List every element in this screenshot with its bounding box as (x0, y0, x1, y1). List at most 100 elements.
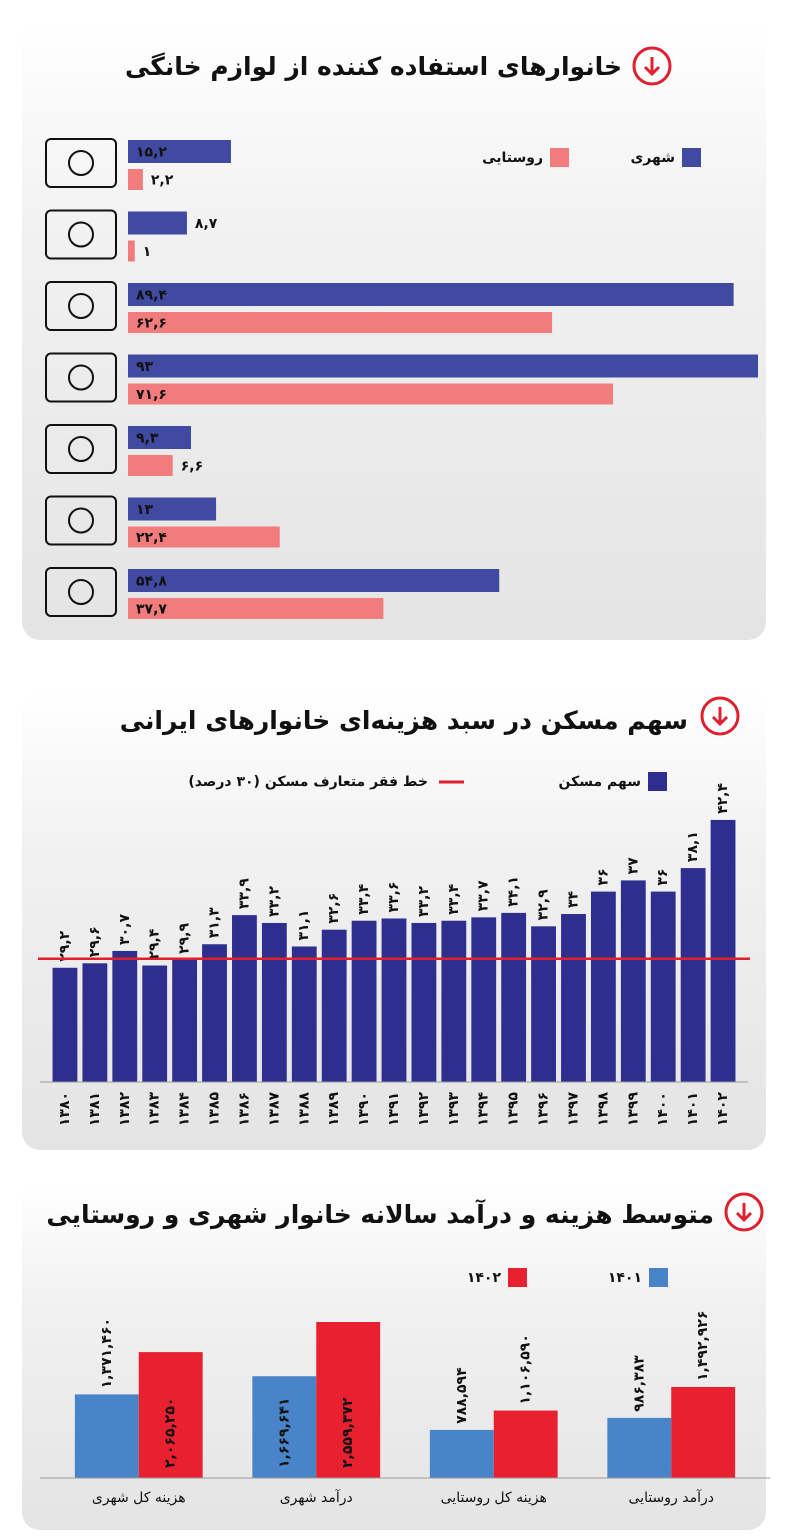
value-label: ۹۸۶,۳۸۳ (631, 1355, 647, 1412)
icon (68, 150, 94, 176)
icon (68, 221, 94, 248)
bar (128, 240, 135, 262)
bar (261, 922, 287, 1082)
bar (252, 1376, 317, 1478)
x-tick-label: هزینه کل روستایی (441, 1490, 547, 1506)
bar (128, 526, 280, 548)
title-icon (700, 696, 740, 736)
value-label: ۳۰,۷ (117, 914, 133, 945)
bar (74, 1394, 139, 1478)
value-label: ۱۵,۲ (136, 145, 167, 161)
value-label: ۳۸,۱ (685, 831, 701, 862)
value-label: ۶,۶ (181, 459, 203, 475)
value-label: ۳۲,۹ (536, 889, 552, 920)
x-tick-label: ۱۳۸۲ (117, 1092, 133, 1127)
value-label: ۱ (143, 244, 152, 260)
icon (45, 567, 117, 617)
bar (710, 819, 736, 1082)
value-label: ۲,۲ (151, 173, 174, 189)
bar (128, 211, 187, 235)
value-label: ۴۲,۴ (715, 783, 731, 814)
bar (172, 959, 198, 1082)
value-label: ۲۲,۴ (136, 530, 167, 546)
value-label: ۳۳,۹ (236, 878, 252, 909)
legend-swatch (648, 772, 667, 791)
x-tick-label: ۱۳۸۸ (296, 1092, 312, 1127)
bar (128, 383, 614, 405)
x-tick-label: ۱۳۹۰ (356, 1092, 372, 1126)
value-label: ۵۴,۸ (136, 574, 167, 590)
bar (128, 169, 143, 190)
bar (142, 965, 168, 1082)
bar (620, 880, 646, 1082)
chart-title: متوسط هزینه و درآمد سالانه خانوار شهری و… (46, 1199, 714, 1230)
icon (68, 364, 94, 391)
panel (22, 1182, 766, 1530)
value-label: ۸,۷ (195, 216, 218, 232)
x-tick-label: ۱۳۸۱ (87, 1092, 103, 1126)
value-label: ۲۹,۴ (147, 928, 163, 959)
legend-label: ۱۴۰۲ (467, 1270, 502, 1286)
bar (128, 140, 231, 163)
legend-label: سهم مسکن (558, 774, 641, 790)
x-tick-label: ۱۳۸۵ (207, 1092, 223, 1127)
bar (501, 912, 527, 1082)
value-label: ۳۳,۴ (356, 883, 372, 914)
bar (471, 917, 497, 1082)
x-tick-label: ۱۳۹۸ (595, 1092, 611, 1127)
value-label: ۳۳,۲ (416, 886, 432, 917)
x-tick-label: درآمد شهری (280, 1489, 353, 1506)
bar (316, 1322, 381, 1478)
value-label: ۳۱,۱ (296, 910, 312, 941)
bar (128, 455, 173, 476)
value-label: ۷۱,۶ (136, 387, 167, 403)
bar (441, 920, 467, 1082)
value-label: ۱,۳۷۱,۴۶۰ (99, 1318, 115, 1388)
x-tick-label: ۱۴۰۰ (655, 1092, 671, 1126)
bar (429, 1429, 494, 1478)
bar (381, 918, 407, 1082)
bar (493, 1410, 558, 1478)
icon (68, 579, 94, 605)
legend-label: روستایی (482, 150, 543, 166)
value-label: ۹۳ (136, 359, 154, 375)
x-tick-label: ۱۳۹۹ (625, 1092, 641, 1127)
x-tick-label: هزینه کل شهری (92, 1490, 186, 1506)
icon (45, 209, 117, 260)
icon (45, 281, 117, 331)
legend-swatch (550, 148, 569, 167)
value-label: ۳۱,۳ (207, 907, 223, 938)
bar (52, 967, 78, 1082)
title-icon (632, 46, 672, 86)
x-tick-label: ۱۳۹۳ (446, 1092, 462, 1127)
x-tick-label: ۱۳۹۲ (416, 1092, 432, 1127)
icon (45, 352, 117, 403)
bar (128, 497, 217, 521)
icon (45, 138, 117, 188)
bar (128, 354, 758, 378)
bar (680, 868, 706, 1082)
value-label: ۳۲,۶ (326, 893, 342, 924)
value-label: ۱,۱۰۶,۵۹۰ (518, 1334, 534, 1404)
value-label: ۹,۳ (136, 431, 159, 447)
legend-swatch (508, 1268, 527, 1287)
x-tick-label: درآمد روستایی (629, 1489, 715, 1506)
x-tick-label: ۱۳۸۰ (57, 1092, 73, 1126)
legend-label: شهری (630, 150, 675, 166)
icon (45, 424, 117, 474)
value-label: ۳۶ (595, 869, 611, 886)
value-label: ۲,۰۶۵,۲۵۰ (163, 1398, 179, 1468)
value-label: ۳۴ (565, 890, 581, 908)
bar (128, 283, 734, 306)
x-tick-label: ۱۴۰۲ (715, 1092, 731, 1127)
value-label: ۲۹,۹ (177, 923, 193, 954)
legend-label: خط فقر متعارف مسکن (۳۰ درصد) (188, 774, 428, 790)
bar (128, 312, 553, 333)
value-label: ۳۳,۴ (446, 883, 462, 914)
value-label: ۱,۴۹۲,۹۲۶ (695, 1311, 711, 1381)
bar (128, 569, 500, 592)
icon (68, 436, 94, 462)
bar (561, 914, 586, 1082)
